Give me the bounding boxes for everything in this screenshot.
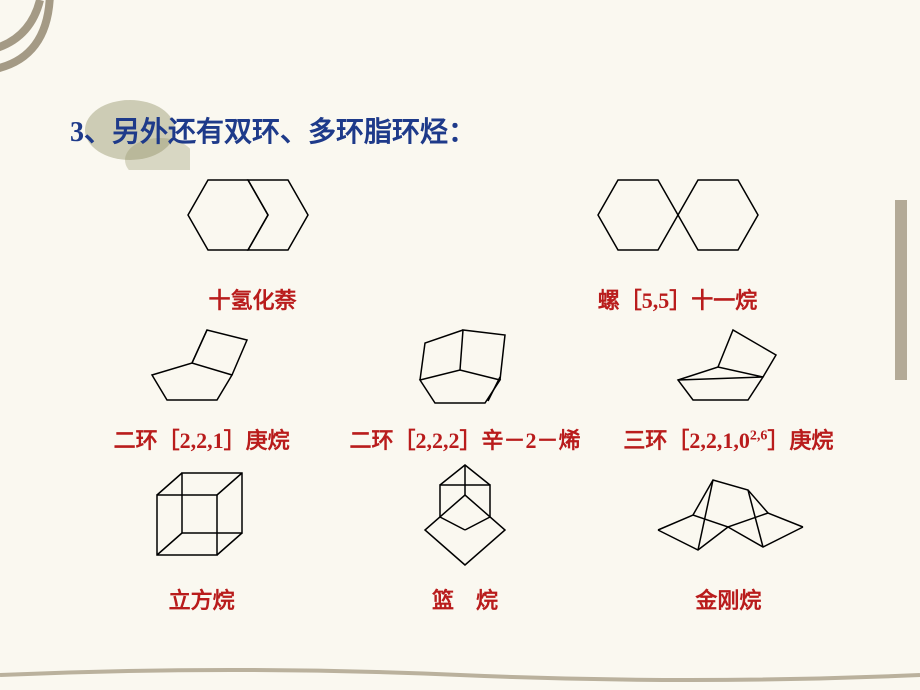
cell-basketane: 篮 烷	[333, 455, 596, 615]
cell-bicyclo221: 二环［2,2,1］庚烷	[70, 315, 333, 455]
row-2: 二环［2,2,1］庚烷 二环［2,2,2］辛－2－烯	[70, 315, 860, 455]
label-bicyclo221: 二环［2,2,1］庚烷	[114, 423, 290, 455]
label-bicyclo222: 二环［2,2,2］辛－2－烯	[349, 423, 580, 455]
label-adamantane: 金刚烷	[695, 583, 761, 615]
cell-cubane: 立方烷	[70, 455, 333, 615]
cell-decalin: 十氢化萘	[70, 165, 435, 315]
row-1: 十氢化萘 螺［5,5］十一烷	[70, 165, 860, 315]
label-cubane: 立方烷	[169, 583, 235, 615]
structure-adamantane	[628, 455, 828, 575]
label-decalin: 十氢化萘	[208, 283, 296, 315]
structure-bicyclo221	[122, 315, 282, 415]
section-title: 3、另外还有双环、多环脂环烃：	[70, 110, 860, 150]
structure-tricyclo	[648, 315, 808, 415]
cell-bicyclo222: 二环［2,2,2］辛－2－烯	[333, 315, 596, 455]
label-tricyclo: 三环［2,2,1,02,6］庚烷	[623, 423, 833, 455]
cell-tricyclo: 三环［2,2,1,02,6］庚烷	[597, 315, 860, 455]
structure-cubane	[127, 455, 277, 575]
structure-basketane	[385, 455, 545, 575]
structure-decalin	[153, 165, 353, 275]
label-basketane: 篮 烷	[432, 583, 498, 615]
row-3: 立方烷 篮 烷	[70, 455, 860, 615]
structure-spiro	[558, 165, 798, 275]
structure-bicyclo222	[385, 315, 545, 415]
slide-container: 3、另外还有双环、多环脂环烃： 十氢化萘 螺［5,5］十一烷	[0, 0, 920, 690]
cell-spiro: 螺［5,5］十一烷	[495, 165, 860, 315]
label-spiro: 螺［5,5］十一烷	[598, 283, 758, 315]
cell-adamantane: 金刚烷	[597, 455, 860, 615]
